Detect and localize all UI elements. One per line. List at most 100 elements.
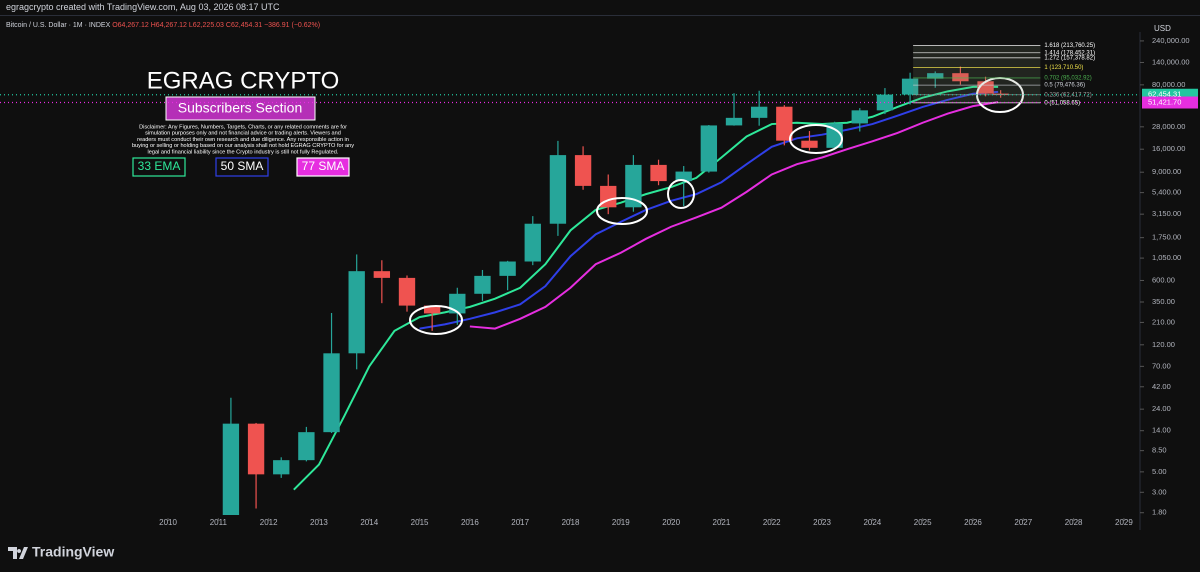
highlight <box>667 179 695 209</box>
symbol-line: Bitcoin / U.S. Dollar · 1M · INDEX O64,2… <box>6 22 320 29</box>
candle-body <box>298 432 315 461</box>
y-tick-label: 120.00 <box>1152 340 1175 349</box>
legend-label: 50 SMA <box>221 159 264 173</box>
disclaimer-line: legal and financial liability since the … <box>148 149 339 155</box>
legend-label: 77 SMA <box>302 159 345 173</box>
y-tick-label: 1,750.00 <box>1152 233 1181 242</box>
y-tick-label: 350.00 <box>1152 297 1175 306</box>
candle-body <box>273 460 290 475</box>
ma-line <box>469 101 999 330</box>
x-tick-label: 2020 <box>662 518 680 527</box>
fib-label: 0.5 (79,476.36) <box>1044 83 1085 89</box>
candle-body <box>247 423 265 475</box>
brand: TradingView <box>32 544 114 560</box>
ma-line <box>419 90 999 330</box>
ohlc: C62,454.31 <box>225 22 263 29</box>
candle-body <box>927 73 944 79</box>
y-tick-label: 14.00 <box>1152 426 1171 435</box>
candle-body <box>373 271 391 278</box>
y-tick-label: 5,400.00 <box>1152 188 1181 197</box>
disclaimer-line: simulation purposes only and not financi… <box>145 131 341 137</box>
fib-label: 0 (51,058.65) <box>1044 100 1080 106</box>
candle-body <box>826 123 843 148</box>
y-tick-label: 42.00 <box>1152 382 1171 391</box>
y-tick-label: 3,150.00 <box>1152 209 1181 218</box>
x-tick-label: 2019 <box>612 518 630 527</box>
logo-icon <box>8 547 28 559</box>
x-tick-label: 2010 <box>159 518 177 527</box>
candle-body <box>449 293 466 314</box>
x-tick-label: 2026 <box>964 518 982 527</box>
legend: 33 EMA 50 SMA 77 SMA <box>132 157 350 177</box>
candle-body <box>323 353 340 433</box>
disclaimer-line: readers must conduct their own research … <box>137 137 349 143</box>
fib-label: 1.618 (213,760.25) <box>1044 43 1095 49</box>
candle-body <box>574 155 592 186</box>
price-box <box>1142 96 1198 109</box>
ohlc: H64,267.12 <box>150 22 187 29</box>
candle-body <box>625 164 642 208</box>
y-tick-label: 600.00 <box>1152 275 1175 284</box>
credit: egragcrypto created with TradingView.com… <box>6 2 280 12</box>
x-tick-label: 2028 <box>1065 518 1083 527</box>
candle-body <box>801 140 818 148</box>
price-label: 62,454.31 <box>1148 90 1181 99</box>
divider <box>0 15 1200 16</box>
y-tick-label: 240,000.00 <box>1152 36 1190 45</box>
y-tick-label: 80,000.00 <box>1152 80 1185 89</box>
y-tick-label: 70.00 <box>1152 361 1171 370</box>
candle-body <box>549 155 567 224</box>
candle-body <box>750 106 768 118</box>
section-label: Subscribers Section <box>178 100 303 116</box>
currency: USD <box>1154 24 1171 33</box>
y-tick-label: 1,050.00 <box>1152 253 1181 262</box>
price-label: 51,421.70 <box>1148 97 1181 106</box>
fib-label: 1.414 (178,452.31) <box>1044 50 1095 56</box>
candle-body <box>901 78 919 95</box>
candle-body <box>952 73 969 82</box>
fib-label: 0.236 (62,417.72) <box>1044 92 1091 98</box>
highlight <box>409 305 463 335</box>
candle-body <box>348 271 365 354</box>
x-tick-label: 2021 <box>713 518 731 527</box>
candle-body <box>222 423 240 515</box>
x-tick-label: 2015 <box>411 518 429 527</box>
y-tick-label: 140,000.00 <box>1152 57 1190 66</box>
x-tick-label: 2012 <box>260 518 278 527</box>
tv-logo: TradingView <box>8 544 114 560</box>
candle-body <box>499 261 516 276</box>
fib-label: 0.702 (95,032.92) <box>1044 76 1091 82</box>
plot <box>222 66 1009 515</box>
x-tick-label: 2022 <box>763 518 781 527</box>
fib-label: 1.272 (157,378.82) <box>1044 55 1095 61</box>
fib-zone <box>913 45 1041 103</box>
x-tick-label: 2029 <box>1115 518 1133 527</box>
disclaimer: Disclaimer: Any Figures, Numbers, Target… <box>132 124 354 155</box>
brand-title: EGRAG CRYPTO <box>147 67 340 94</box>
candle-body <box>851 110 868 124</box>
fib-label: 1 (123,710.50) <box>1044 65 1083 71</box>
y-tick-label: 28,000.00 <box>1152 122 1185 131</box>
candle-body <box>725 117 743 126</box>
y-tick-label: 1.80 <box>1152 508 1167 517</box>
x-tick-label: 2024 <box>863 518 881 527</box>
x-tick-label: 2025 <box>914 518 932 527</box>
candle-body <box>700 125 718 172</box>
candle-body <box>600 185 617 208</box>
ohlc: O64,267.12 <box>112 22 149 29</box>
y-tick-label: 8.50 <box>1152 446 1167 455</box>
x-tick-label: 2011 <box>210 518 228 527</box>
y-tick-label: 16,000.00 <box>1152 144 1185 153</box>
candle-body <box>524 223 541 262</box>
candle-body <box>675 171 692 182</box>
overlay <box>409 77 1024 335</box>
x-tick-label: 2014 <box>360 518 378 527</box>
x-tick-label: 2016 <box>461 518 479 527</box>
candle-body <box>423 305 441 314</box>
legend-box <box>296 157 350 177</box>
y-tick-label: 3.00 <box>1152 487 1167 496</box>
legend-box <box>215 157 269 177</box>
ohlc: −386.91 (−0.62%) <box>264 22 321 29</box>
